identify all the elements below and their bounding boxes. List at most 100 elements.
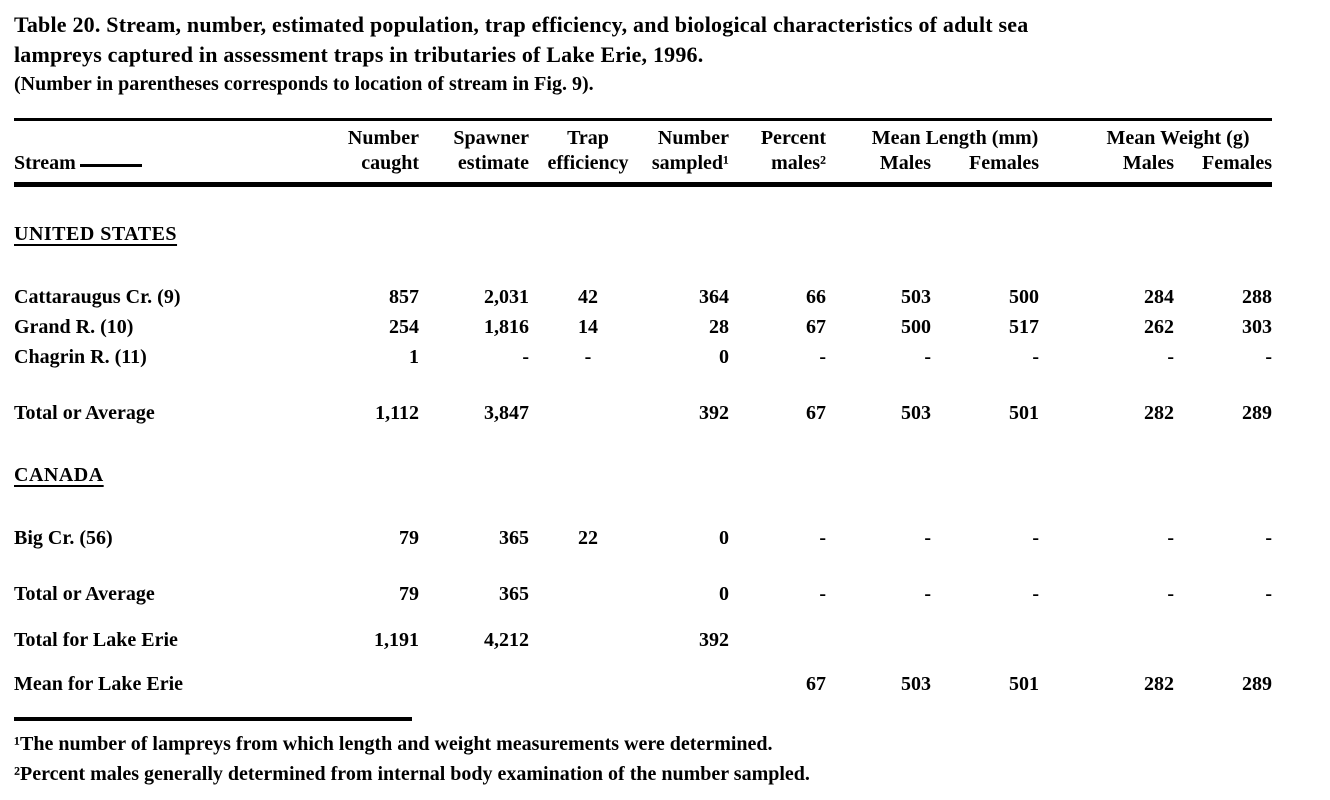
value-cell: 392 xyxy=(699,629,729,651)
value-cell: 517 xyxy=(1009,316,1040,338)
table-row: Cattaraugus Cr. (9) 857 2,031 42 364 66 503 500… xyxy=(14,249,1272,312)
col-header-spawner-estimate: estimate xyxy=(419,151,529,187)
title-line-2: lampreys captured in assessment traps in… xyxy=(14,42,704,67)
value-cell: - xyxy=(819,346,826,368)
value-cell: 289 xyxy=(1242,673,1273,695)
value-cell: 66 xyxy=(806,286,826,308)
table-row: Total or Average 1,112 3,847 392 67 503 501 282… xyxy=(14,372,1272,428)
col-header-weight-females: Females xyxy=(1174,151,1273,187)
col-header-length-females: Females xyxy=(931,151,1040,187)
value-cell: - xyxy=(1167,346,1175,368)
value-cell: - xyxy=(819,527,826,549)
col-header-number-caught: caught xyxy=(344,151,419,187)
value-cell: 67 xyxy=(806,673,826,695)
value-cell: 501 xyxy=(1009,402,1040,424)
value-cell: 4,212 xyxy=(484,629,529,651)
value-cell xyxy=(529,372,647,428)
value-cell: - xyxy=(924,583,931,605)
col-header-trap-efficiency: efficiency xyxy=(529,151,647,187)
value-cell: - xyxy=(522,346,529,368)
stream-header-underline xyxy=(79,162,142,167)
value-cell: 0 xyxy=(719,346,729,368)
value-cell: 500 xyxy=(1009,286,1040,308)
value-cell xyxy=(1174,609,1272,655)
value-cell: - xyxy=(1167,527,1175,549)
footnote-2: ²Percent males generally determined from… xyxy=(14,763,810,785)
value-cell xyxy=(647,655,729,699)
value-cell: 1 xyxy=(409,346,419,368)
col-header-trap-top: Trap xyxy=(567,127,609,149)
table-row: Total or Average 79 365 0 - - - - - xyxy=(14,553,1272,609)
value-cell: 365 xyxy=(499,583,529,605)
value-cell: 282 xyxy=(1144,402,1175,424)
value-cell: 284 xyxy=(1144,286,1175,308)
col-header-percent-males: males² xyxy=(729,151,826,187)
value-cell: 288 xyxy=(1242,286,1273,308)
stream-name-cell: Chagrin R. (11) xyxy=(14,346,147,368)
value-cell: 503 xyxy=(901,402,931,424)
stream-name-cell: Total or Average xyxy=(14,583,155,605)
table-body: UNITED STATES Cattaraugus Cr. (9) 857 2,031… xyxy=(14,185,1272,700)
col-group-mean-weight: Mean Weight (g) xyxy=(1106,127,1250,149)
value-cell: 289 xyxy=(1242,402,1273,424)
value-cell: 42 xyxy=(578,286,598,308)
value-cell: - xyxy=(1265,583,1273,605)
value-cell xyxy=(1039,609,1174,655)
stream-name-cell: Grand R. (10) xyxy=(14,316,134,338)
header-row-bottom: Stream caught estimate efficiency sample… xyxy=(14,151,1273,187)
stream-name-cell: Total for Lake Erie xyxy=(14,629,178,651)
table-row: Chagrin R. (11) 1 - - 0 - - - - - xyxy=(14,342,1272,372)
table-row: Big Cr. (56) 79 365 22 0 - - - - - xyxy=(14,490,1272,553)
col-header-percent-top: Percent xyxy=(760,127,826,149)
value-cell: 0 xyxy=(719,527,729,549)
section-row: CANADA xyxy=(14,428,1272,490)
value-cell xyxy=(931,609,1039,655)
table-row: Grand R. (10) 254 1,816 14 28 67 500 517 262 303 xyxy=(14,312,1272,342)
col-header-weight-males: Males xyxy=(1039,151,1175,187)
value-cell: - xyxy=(1032,527,1040,549)
col-header-number-caught-top: Number xyxy=(347,127,419,149)
stream-name-cell: Big Cr. (56) xyxy=(14,527,113,549)
value-cell: 500 xyxy=(901,316,931,338)
table-row: Mean for Lake Erie 67 503 501 282 289 xyxy=(14,655,1272,699)
value-cell: 392 xyxy=(699,402,729,424)
value-cell: - xyxy=(1167,583,1175,605)
stream-name-cell: Cattaraugus Cr. (9) xyxy=(14,286,181,308)
value-cell xyxy=(529,655,647,699)
value-cell: 857 xyxy=(389,286,419,308)
title-line-1: Table 20. Stream, number, estimated popu… xyxy=(14,12,1029,37)
value-cell: 67 xyxy=(806,316,826,338)
value-cell: 1,112 xyxy=(375,402,419,424)
section-cell: CANADA xyxy=(14,428,1272,490)
col-group-mean-length: Mean Length (mm) xyxy=(871,127,1039,149)
table-title: Table 20. Stream, number, estimated popu… xyxy=(14,10,1310,70)
value-cell: 254 xyxy=(389,316,419,338)
table-note: (Number in parentheses corresponds to lo… xyxy=(14,73,594,95)
value-cell: 79 xyxy=(399,527,419,549)
footnote-1: ¹The number of lampreys from which lengt… xyxy=(14,733,773,755)
value-cell: 3,847 xyxy=(484,402,529,424)
value-cell: 501 xyxy=(1009,673,1040,695)
stream-name-cell: Total or Average xyxy=(14,402,155,424)
value-cell xyxy=(529,553,647,609)
value-cell: 0 xyxy=(719,583,729,605)
value-cell: - xyxy=(819,583,826,605)
col-header-length-males: Males xyxy=(826,151,931,187)
stream-header-label: Stream xyxy=(14,152,76,174)
value-cell: 364 xyxy=(699,286,729,308)
value-cell: 1,816 xyxy=(484,316,529,338)
value-cell: - xyxy=(924,527,931,549)
value-cell: 282 xyxy=(1144,673,1175,695)
section-label: UNITED STATES xyxy=(14,223,178,245)
header-row-top: Number Spawner Trap Number Percent Mean … xyxy=(14,120,1272,152)
value-cell: 303 xyxy=(1242,316,1273,338)
value-cell: 14 xyxy=(578,316,598,338)
value-cell: 1,191 xyxy=(374,629,419,651)
value-cell xyxy=(344,655,419,699)
footnote-divider-rule xyxy=(14,717,412,721)
value-cell: 262 xyxy=(1144,316,1175,338)
value-cell: 79 xyxy=(399,583,419,605)
col-header-stream: Stream xyxy=(14,151,344,187)
table-row: Total for Lake Erie 1,191 4,212 392 xyxy=(14,609,1272,655)
